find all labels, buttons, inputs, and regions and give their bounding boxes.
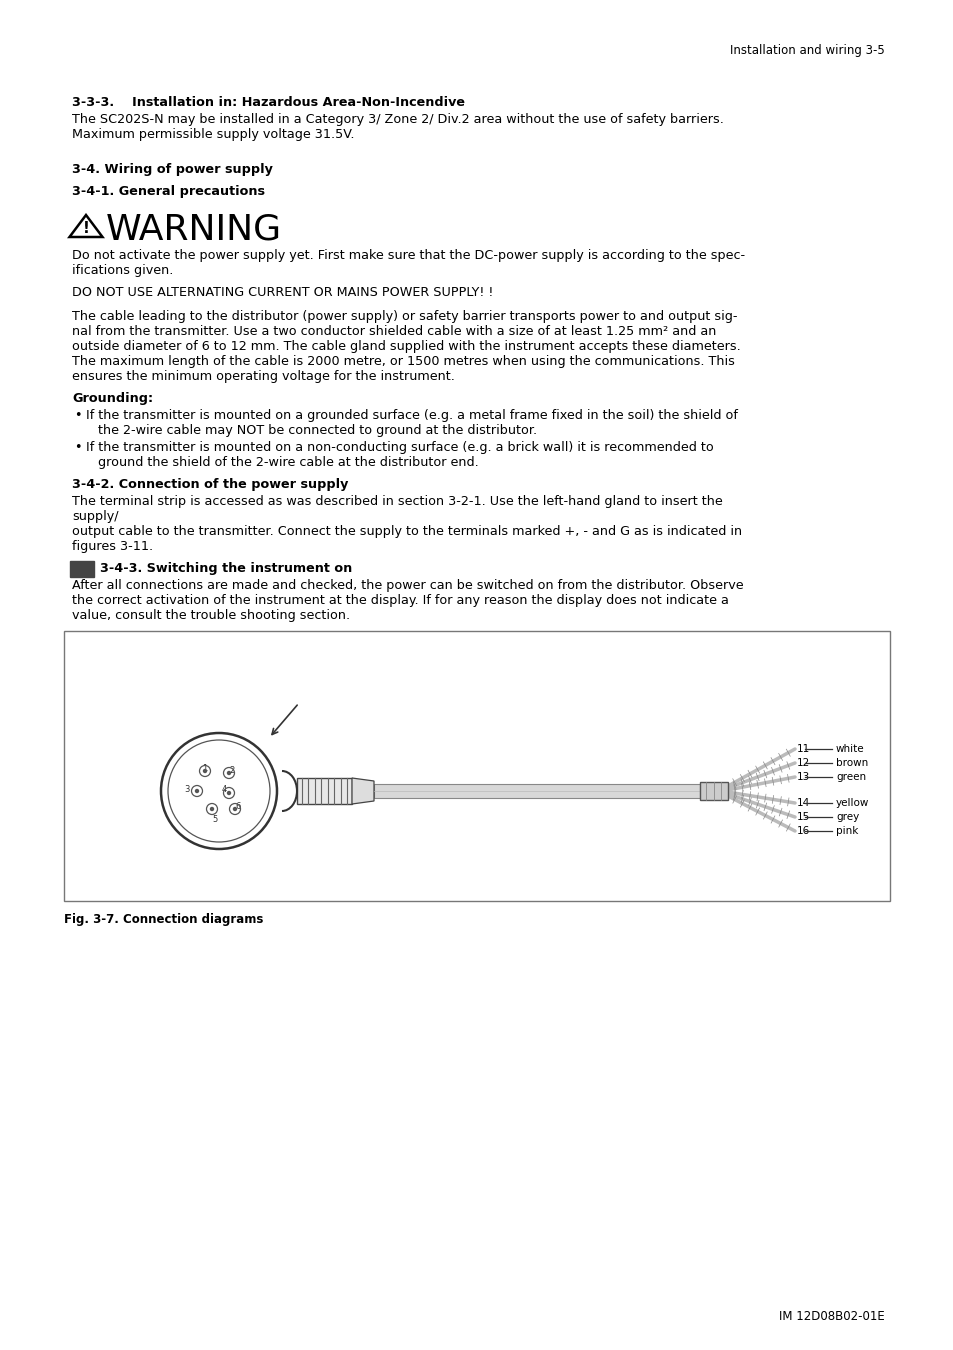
Text: Maximum permissible supply voltage 31.5V.: Maximum permissible supply voltage 31.5V…: [71, 128, 355, 140]
Text: outside diameter of 6 to 12 mm. The cable gland supplied with the instrument acc: outside diameter of 6 to 12 mm. The cabl…: [71, 340, 740, 352]
Text: value, consult the trouble shooting section.: value, consult the trouble shooting sect…: [71, 609, 350, 622]
Text: •: •: [74, 409, 81, 423]
Text: 3-4. Wiring of power supply: 3-4. Wiring of power supply: [71, 163, 273, 176]
Text: nal from the transmitter. Use a two conductor shielded cable with a size of at l: nal from the transmitter. Use a two cond…: [71, 325, 716, 338]
Text: 11: 11: [796, 744, 809, 755]
Text: 16: 16: [796, 826, 809, 836]
Text: the 2-wire cable may NOT be connected to ground at the distributor.: the 2-wire cable may NOT be connected to…: [98, 424, 537, 437]
Text: brown: brown: [835, 757, 867, 768]
Bar: [296, 778, 352, 805]
Text: the correct activation of the instrument at the display. If for any reason the d: the correct activation of the instrument…: [71, 594, 728, 608]
Text: 3-4-3. Switching the instrument on: 3-4-3. Switching the instrument on: [100, 562, 352, 575]
Text: •: •: [74, 441, 81, 454]
Text: 15: 15: [796, 811, 809, 822]
Text: supply/: supply/: [71, 510, 118, 522]
Text: 3-4-1. General precautions: 3-4-1. General precautions: [71, 185, 265, 198]
Text: The terminal strip is accessed as was described in section 3-2-1. Use the left-h: The terminal strip is accessed as was de…: [71, 495, 722, 508]
Text: The SC202S-N may be installed in a Category 3/ Zone 2/ Div.2 area without the us: The SC202S-N may be installed in a Categ…: [71, 113, 723, 126]
Circle shape: [211, 807, 213, 810]
Text: 3: 3: [184, 784, 190, 794]
Text: Fig. 3-7. Connection diagrams: Fig. 3-7. Connection diagrams: [64, 913, 263, 926]
Bar: [700, 782, 727, 801]
Text: white: white: [835, 744, 863, 755]
Text: 2: 2: [229, 765, 234, 775]
Bar: [70, 562, 94, 576]
Text: 14: 14: [796, 798, 809, 809]
Circle shape: [233, 807, 236, 810]
Text: If the transmitter is mounted on a grounded surface (e.g. a metal frame fixed in: If the transmitter is mounted on a groun…: [86, 409, 737, 423]
Circle shape: [195, 790, 198, 792]
Text: yellow: yellow: [835, 798, 868, 809]
Circle shape: [227, 791, 231, 795]
Text: pink: pink: [835, 826, 858, 836]
Text: 1: 1: [202, 764, 208, 774]
Text: IM 12D08B02-01E: IM 12D08B02-01E: [779, 1310, 884, 1323]
Text: If the transmitter is mounted on a non-conducting surface (e.g. a brick wall) it: If the transmitter is mounted on a non-c…: [86, 441, 713, 454]
Text: DO NOT USE ALTERNATING CURRENT OR MAINS POWER SUPPLY! !: DO NOT USE ALTERNATING CURRENT OR MAINS …: [71, 286, 493, 298]
Text: grey: grey: [835, 811, 859, 822]
Text: 3-3-3.    Installation in: Hazardous Area-Non-Incendive: 3-3-3. Installation in: Hazardous Area-N…: [71, 96, 464, 109]
Text: green: green: [835, 772, 865, 782]
Text: Grounding:: Grounding:: [71, 392, 153, 405]
Bar: [374, 784, 700, 798]
Text: !: !: [83, 221, 90, 236]
Text: output cable to the transmitter. Connect the supply to the terminals marked +, -: output cable to the transmitter. Connect…: [71, 525, 741, 539]
Text: 13: 13: [796, 772, 809, 782]
Text: Do not activate the power supply yet. First make sure that the DC-power supply i: Do not activate the power supply yet. Fi…: [71, 248, 744, 262]
Text: mA: mA: [72, 563, 91, 572]
Text: After all connections are made and checked, the power can be switched on from th: After all connections are made and check…: [71, 579, 742, 593]
Text: 3-4-2. Connection of the power supply: 3-4-2. Connection of the power supply: [71, 478, 348, 491]
Bar: [64, 630, 889, 900]
Circle shape: [227, 771, 231, 775]
Circle shape: [203, 769, 206, 772]
Text: The cable leading to the distributor (power supply) or safety barrier transports: The cable leading to the distributor (po…: [71, 310, 737, 323]
Text: WARNING: WARNING: [106, 213, 282, 247]
Text: 5: 5: [213, 815, 217, 824]
Text: 12: 12: [796, 757, 809, 768]
Text: Installation and wiring 3-5: Installation and wiring 3-5: [729, 45, 884, 57]
Text: The maximum length of the cable is 2000 metre, or 1500 metres when using the com: The maximum length of the cable is 2000 …: [71, 355, 734, 369]
Text: ensures the minimum operating voltage for the instrument.: ensures the minimum operating voltage fo…: [71, 370, 455, 383]
Text: 4: 4: [221, 784, 227, 794]
Text: figures 3-11.: figures 3-11.: [71, 540, 153, 553]
Text: ifications given.: ifications given.: [71, 265, 173, 277]
Polygon shape: [352, 778, 374, 805]
Text: 6: 6: [235, 802, 240, 811]
Text: ground the shield of the 2-wire cable at the distributor end.: ground the shield of the 2-wire cable at…: [98, 456, 478, 468]
